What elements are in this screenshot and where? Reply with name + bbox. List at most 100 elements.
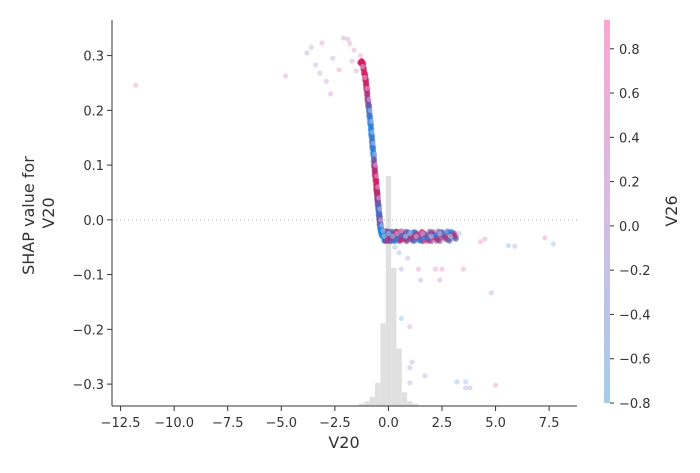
data-point (368, 118, 374, 124)
data-point (420, 230, 426, 237)
data-point (420, 239, 427, 245)
data-point (407, 365, 413, 371)
y-tick-label: 0.3 (83, 50, 104, 65)
data-point (467, 385, 473, 391)
data-point (378, 217, 384, 223)
data-point (375, 184, 381, 190)
data-point (376, 195, 382, 201)
data-point (360, 63, 366, 70)
x-tick-label: −10.0 (154, 416, 194, 431)
data-point (398, 266, 404, 272)
data-point (319, 40, 325, 46)
data-point (477, 239, 484, 245)
data-point (447, 233, 454, 239)
x-axis-ticks: −12.5 −10.0 −7.5 −5.0 −2.5 0.0 2.5 5.0 7.5 (101, 406, 559, 431)
x-axis-label: V20 (328, 433, 359, 452)
colorbar-label: V26 (662, 195, 681, 226)
data-point (336, 67, 342, 73)
data-point (390, 233, 396, 239)
data-point (405, 255, 411, 261)
histogram-bar (407, 401, 413, 406)
data-point (430, 228, 436, 235)
data-point (409, 359, 415, 365)
colorbar-tick-label: −0.4 (619, 308, 651, 323)
data-point (482, 236, 488, 242)
histogram-bar (391, 268, 397, 406)
data-point (550, 241, 557, 247)
data-point (383, 238, 389, 244)
data-point (424, 232, 430, 238)
colorbar-tick-label: 0.6 (619, 87, 640, 102)
y-axis-ticks: −0.3 −0.2 −0.1 0.0 0.1 0.2 0.3 (72, 50, 112, 393)
data-point (512, 243, 518, 249)
data-point (505, 242, 512, 249)
data-point (372, 162, 379, 168)
histogram-bar (364, 401, 370, 406)
data-point (437, 277, 443, 283)
data-point (323, 78, 329, 84)
data-point (542, 235, 548, 241)
data-point (399, 237, 405, 243)
data-point (377, 206, 383, 212)
data-point (432, 266, 439, 272)
data-point (393, 236, 399, 243)
histogram-bar (375, 383, 381, 406)
data-point (327, 91, 334, 97)
data-point (462, 379, 469, 385)
data-point (308, 44, 314, 50)
histogram-bar (396, 348, 402, 406)
data-point (439, 266, 445, 272)
data-point (402, 233, 409, 239)
x-tick-label: 5.0 (485, 416, 506, 431)
data-point (345, 36, 351, 42)
data-point (381, 233, 387, 239)
y-axis-label-line2: V20 (39, 197, 58, 228)
data-point (417, 277, 424, 283)
histogram-bar (401, 392, 408, 406)
histogram-bar (380, 323, 386, 406)
data-point (428, 233, 434, 239)
data-point (132, 82, 139, 88)
data-point (407, 324, 413, 330)
data-point (398, 228, 404, 234)
colorbar-tick-label: −0.2 (619, 264, 651, 279)
data-point (379, 222, 385, 228)
data-point (456, 230, 462, 237)
x-tick-label: −7.5 (212, 416, 244, 431)
data-point (369, 129, 375, 135)
data-point (340, 35, 347, 41)
data-point (370, 140, 377, 146)
x-tick-label: −2.5 (319, 416, 351, 431)
y-tick-label: 0.0 (83, 214, 104, 229)
data-point (364, 85, 370, 92)
data-point (304, 50, 310, 56)
y-tick-label: −0.2 (72, 323, 104, 338)
data-point (317, 70, 323, 76)
x-tick-label: −12.5 (101, 416, 141, 431)
data-point (407, 230, 413, 237)
y-axis-label: SHAP value for V20 (19, 151, 58, 275)
data-point (394, 230, 400, 237)
y-tick-label: −0.3 (72, 378, 104, 393)
data-point (367, 107, 373, 113)
data-point (330, 55, 336, 61)
data-point (347, 40, 353, 47)
histogram (358, 176, 418, 406)
y-tick-label: 0.1 (83, 159, 104, 174)
data-point (407, 380, 413, 386)
x-tick-label: 2.5 (432, 416, 453, 431)
data-point (398, 315, 404, 321)
data-point (349, 58, 355, 64)
data-point (492, 382, 499, 388)
data-point (451, 230, 458, 236)
histogram-bar (412, 403, 418, 406)
y-axis-label-line1: SHAP value for (19, 156, 38, 275)
colorbar (604, 20, 610, 403)
colorbar-tick-label: −0.8 (619, 397, 651, 412)
x-tick-label: −5.0 (265, 416, 297, 431)
data-point (392, 244, 398, 250)
y-tick-label: 0.2 (83, 104, 104, 119)
data-point (357, 52, 364, 59)
data-point (374, 173, 380, 179)
